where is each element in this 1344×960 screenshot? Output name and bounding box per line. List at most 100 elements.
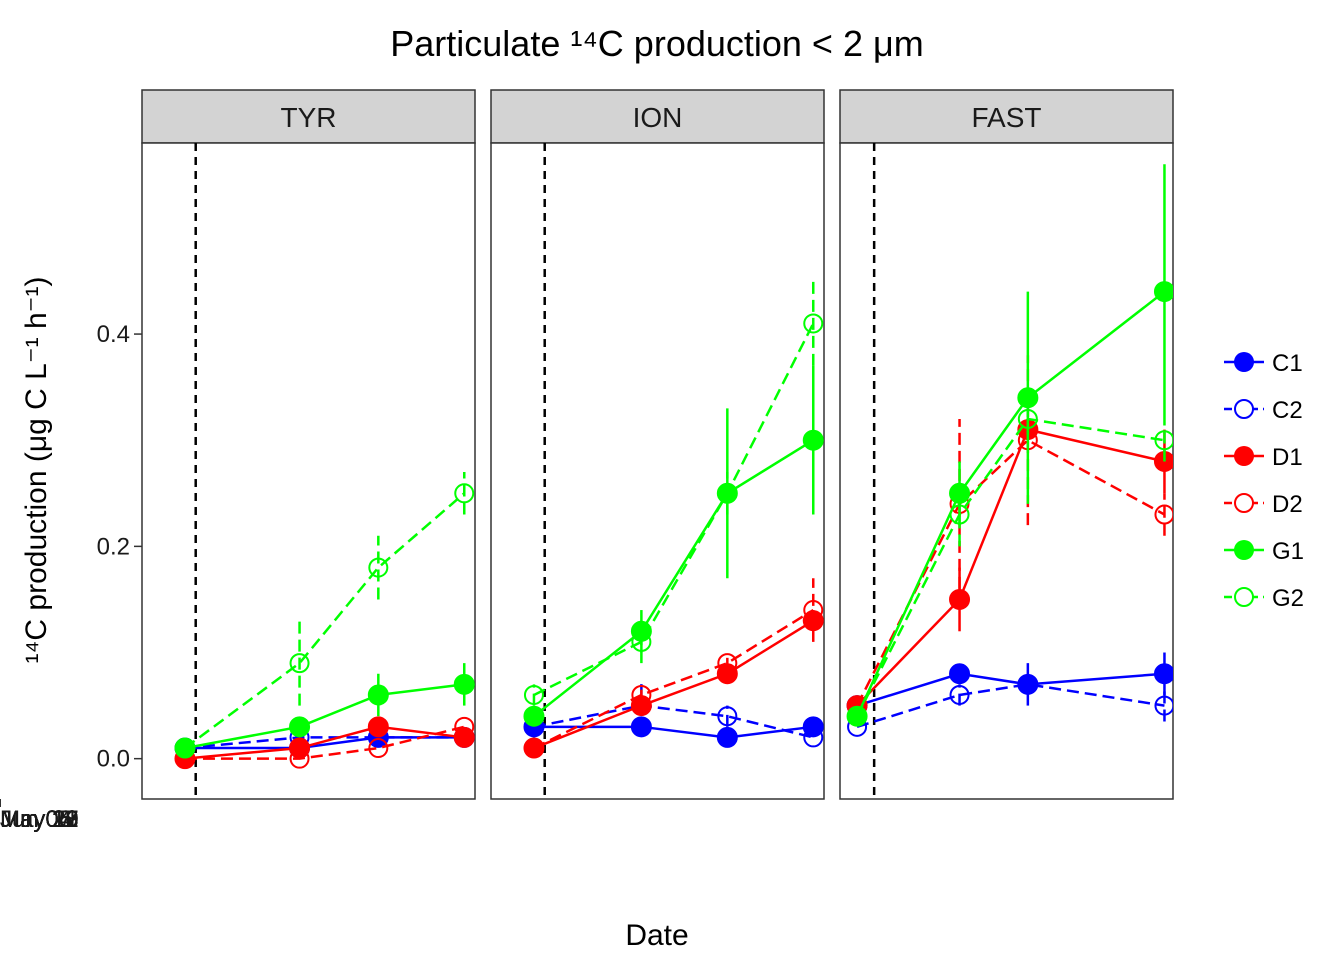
data-point [289,716,311,738]
data-point [454,483,475,504]
legend-label: D1 [1272,444,1303,471]
data-point [1154,504,1173,525]
data-point [523,705,545,727]
series-line [533,619,814,750]
data-point [289,653,310,674]
legend-marker [1234,540,1254,560]
data-point [1017,387,1039,409]
data-point [1017,674,1038,695]
panel-content [174,143,475,799]
series-line [533,322,815,697]
facet-strip-label: TYR [281,102,337,133]
series-d1 [174,716,475,770]
data-point [1153,281,1173,303]
series-line [856,672,1165,707]
facet-strip [141,89,476,144]
legend: C1 C2 D1 D2 G1 G2 [1224,350,1304,612]
data-point [453,726,475,748]
legend-marker [1234,587,1254,607]
series-g2 [174,472,475,759]
chart-title: Particulate ¹⁴C production < 2 μm [390,23,923,64]
data-point [367,684,389,706]
y-tick-label: 0.4 [97,321,130,348]
data-point [716,726,738,748]
legend-label: G1 [1272,538,1304,565]
data-point [368,738,389,759]
y-tick-label: 0.2 [97,533,130,560]
facet-strip [490,89,825,144]
data-point [289,748,310,769]
series-line [184,725,465,760]
data-point [949,588,971,610]
x-tick-label: May 21 [0,806,79,833]
data-point [717,653,738,674]
series-line [533,608,814,750]
data-point [949,684,970,705]
series-line [855,417,1165,717]
facet-strip-label: FAST [971,102,1041,133]
y-tick-label: 0.0 [97,746,130,773]
x-tick-label: May 28 [0,806,79,833]
x-axis-title: Date [625,919,688,952]
data-point [1154,695,1173,716]
legend-item-c2: C2 [1224,397,1303,424]
legend-item-d1: D1 [1224,444,1303,471]
data-point [803,600,824,621]
data-point [523,738,544,759]
data-point [949,663,971,685]
legend-item-g2: G2 [1224,585,1304,612]
legend-marker [1234,399,1254,419]
facet-strip-label: ION [633,102,683,133]
series-line [184,725,465,760]
series-line [856,683,1165,729]
x-tick-label: May 19 [0,806,79,833]
legend-item-g1: G1 [1224,538,1304,565]
x-tick-label: May 27 [0,806,79,833]
data-point [523,684,544,705]
x-tick-label: May 29 [0,806,79,833]
panel-content [846,143,1173,799]
legend-label: C1 [1272,350,1303,377]
data-point [174,738,195,759]
x-tick-label: Jun 04 [0,806,72,833]
data-point [717,706,738,727]
legend-marker [1234,446,1254,466]
data-point [367,716,389,738]
x-tick-label: Jun 06 [0,806,72,833]
series-d2 [523,578,824,759]
legend-label: C2 [1272,397,1303,424]
series-line [856,428,1165,707]
data-point [949,504,970,525]
x-tick-label: Jun 07 [0,806,72,833]
data-point [802,716,824,738]
series-g2 [847,403,1173,727]
series-line [184,492,466,750]
data-point [802,429,824,451]
x-tick-label: May 20 [0,806,79,833]
y-axis-title: ¹⁴C production (μg C L⁻¹ h⁻¹) [20,277,53,664]
data-point [368,557,389,578]
data-point [803,727,824,748]
legend-item-d2: D2 [1224,491,1303,518]
legend-marker [1234,493,1254,513]
y-axis: 0.0 0.2 0.4 [97,321,142,773]
x-tick-label: Jun 05 [0,806,72,833]
data-point [847,706,868,727]
data-point [631,684,652,705]
series-g2 [523,280,824,706]
data-point [1017,408,1038,429]
panel-content [523,143,824,799]
data-point [803,313,824,334]
data-point [631,631,652,652]
data-point [454,716,475,737]
legend-label: G2 [1272,585,1304,612]
series-line [533,704,814,739]
data-point [453,673,475,695]
legend-marker [1234,352,1254,372]
data-point [717,483,738,504]
